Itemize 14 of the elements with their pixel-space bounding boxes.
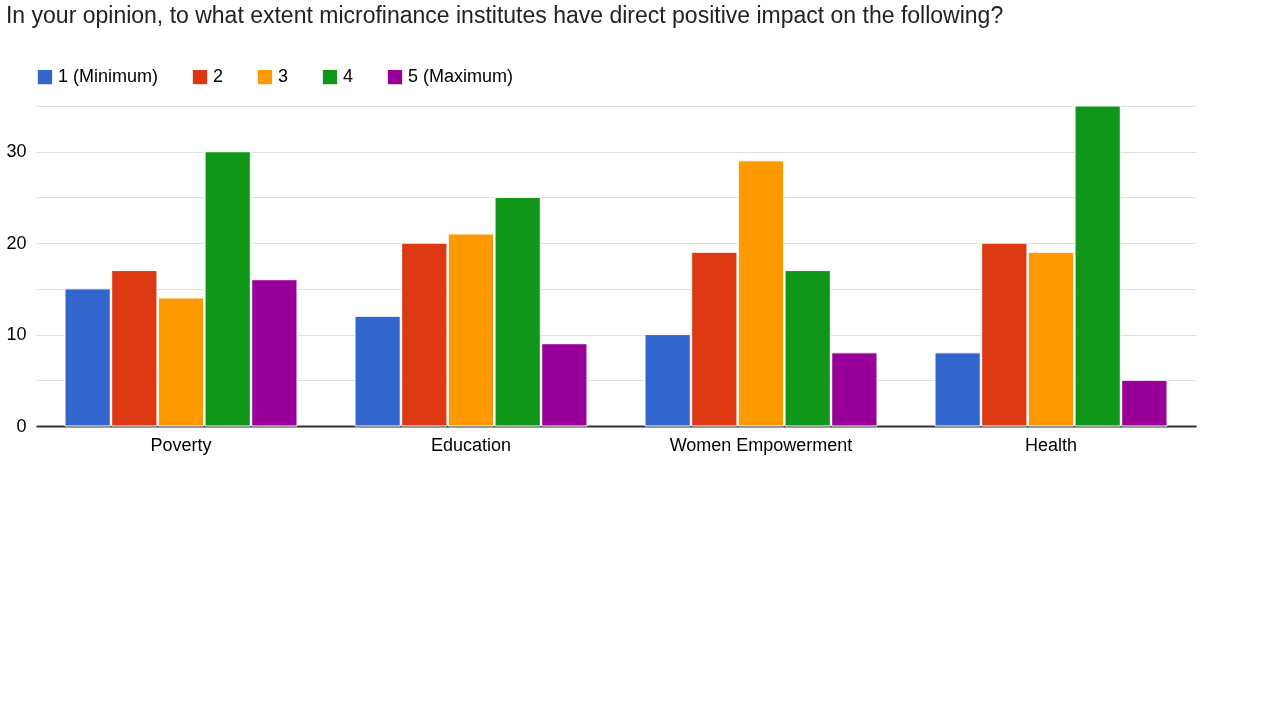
legend-label: 4: [343, 66, 354, 87]
chart-title: In your opinion, to what extent microfinance institutes have direct positive impact on the following?: [5, 2, 1004, 28]
x-tick-label: Education: [430, 434, 512, 455]
x-tick-label: Health: [1024, 434, 1078, 455]
legend-label: 5 (Maximum): [408, 66, 514, 87]
y-tick-label: 10: [6, 324, 27, 345]
legend-label: 2: [213, 66, 224, 87]
legend-label: 3: [278, 66, 289, 87]
y-tick-label: 20: [6, 232, 27, 253]
x-tick-label: Poverty: [150, 434, 212, 455]
y-tick-label: 30: [6, 141, 27, 162]
legend-label: 1 (Minimum): [58, 66, 159, 87]
y-tick-label: 0: [16, 415, 27, 436]
x-tick-label: Women Empowerment: [669, 434, 853, 455]
